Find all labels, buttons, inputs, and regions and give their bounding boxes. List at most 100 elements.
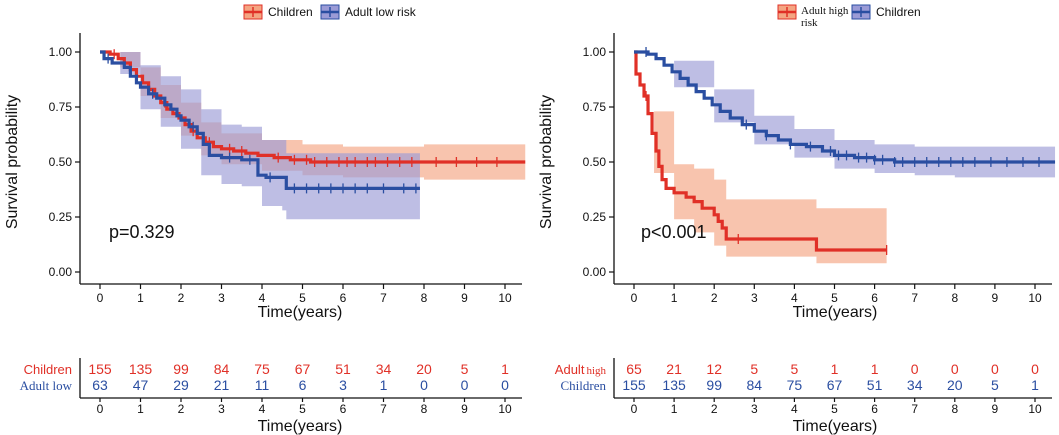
left-ylabel: Survival probability (4, 95, 21, 229)
right-risk-label-adult-suffix: high (586, 365, 606, 377)
x-tick-label: 7 (380, 291, 387, 305)
survival-curve-0 (634, 50, 887, 252)
risk-count: 0 (991, 361, 999, 377)
risk-x-tick-label: 7 (911, 402, 918, 416)
risk-count: 51 (867, 377, 883, 393)
risk-count: 0 (461, 377, 469, 393)
x-tick-label: 0 (631, 291, 638, 305)
risk-x-tick-label: 10 (498, 402, 512, 416)
risk-count: 65 (626, 361, 642, 377)
risk-count: 29 (173, 377, 189, 393)
left-xlabel: Time(years) (258, 304, 343, 321)
risk-count: 135 (129, 361, 153, 377)
right-risk-label-adult-main: Adult (555, 362, 585, 377)
y-tick-label: 1.00 (583, 45, 607, 59)
x-tick-label: 5 (831, 291, 838, 305)
risk-count: 1 (871, 361, 879, 377)
risk-x-tick-label: 6 (871, 402, 878, 416)
risk-count: 3 (339, 377, 347, 393)
risk-count: 99 (173, 361, 189, 377)
risk-count: 84 (214, 361, 230, 377)
axes: 0.00 0.25 0.50 0.75 1.00 0 1 2 3 4 5 6 7 8 9 10 (49, 33, 522, 305)
ci-band-1 (634, 52, 1056, 178)
risk-x-tick-label: 7 (380, 402, 387, 416)
risk-count: 67 (295, 361, 311, 377)
x-tick-label: 3 (218, 291, 225, 305)
y-tick-label: 0.75 (583, 100, 607, 114)
x-tick-label: 7 (911, 291, 918, 305)
right-risk-label-adult-high: Adult high (555, 362, 607, 377)
right-risk-label-children: Children (561, 378, 607, 393)
left-pvalue: p=0.329 (109, 222, 175, 242)
left-panel: Children Adult low risk 0.00 0.25 0.50 0.75… (4, 4, 526, 435)
risk-count: 51 (335, 361, 351, 377)
x-tick-label: 8 (421, 291, 428, 305)
y-tick-label: 0.75 (49, 100, 73, 114)
right-panel: Adult high risk Children 0.00 0.25 0.50 0.7… (538, 4, 1056, 435)
right-plot-area: 0.00 0.25 0.50 0.75 1.00 0 1 2 3 4 5 6 7 8 9 10 (583, 33, 1056, 305)
risk-count: 155 (622, 377, 646, 393)
x-tick-label: 1 (671, 291, 678, 305)
risk-x-tick-label: 1 (137, 402, 144, 416)
risk-count: 20 (947, 377, 963, 393)
risk-count: 21 (666, 361, 682, 377)
risk-count: 1 (1031, 377, 1039, 393)
risk-count: 5 (991, 377, 999, 393)
risk-count: 0 (911, 361, 919, 377)
right-xlabel: Time(years) (793, 304, 878, 321)
legend-label-adult-high-risk: Adult high risk (801, 5, 851, 29)
x-tick-label: 0 (97, 291, 104, 305)
axes: 0.00 0.25 0.50 0.75 1.00 0 1 2 3 4 5 6 7 8 9 10 (583, 33, 1052, 305)
y-tick-label: 0.00 (583, 265, 607, 279)
x-tick-label: 5 (299, 291, 306, 305)
ci-band-1 (100, 52, 420, 220)
risk-x-tick-label: 8 (951, 402, 958, 416)
risk-x-tick-label: 4 (791, 402, 798, 416)
risk-count: 5 (791, 361, 799, 377)
risk-x-tick-label: 3 (218, 402, 225, 416)
y-tick-label: 1.00 (49, 45, 73, 59)
risk-count: 11 (255, 377, 270, 393)
risk-count: 20 (416, 361, 432, 377)
risk-count: 135 (662, 377, 686, 393)
right-risk-xlabel: Time(years) (793, 418, 878, 435)
risk-x-tick-label: 5 (831, 402, 838, 416)
risk-x-tick-label: 0 (631, 402, 638, 416)
risk-count: 34 (907, 377, 923, 393)
risk-x-tick-label: 0 (97, 402, 104, 416)
risk-count: 75 (254, 361, 270, 377)
risk-count: 1 (380, 377, 388, 393)
risk-count: 21 (214, 377, 230, 393)
x-tick-label: 10 (498, 291, 512, 305)
risk-count: 75 (787, 377, 803, 393)
risk-count: 0 (1031, 361, 1039, 377)
ci-band-0 (634, 52, 887, 264)
risk-count: 34 (376, 361, 392, 377)
x-tick-label: 4 (259, 291, 266, 305)
legend-label-children: Children (268, 5, 313, 19)
risk-count: 12 (706, 361, 722, 377)
left-risk-label-children: Children (24, 362, 72, 377)
survival-curve-0 (100, 50, 526, 164)
risk-x-tick-label: 6 (340, 402, 347, 416)
risk-count: 84 (747, 377, 763, 393)
risk-count: 1 (831, 361, 839, 377)
x-tick-label: 1 (137, 291, 144, 305)
x-tick-label: 3 (751, 291, 758, 305)
risk-x-tick-label: 5 (299, 402, 306, 416)
risk-count: 99 (706, 377, 722, 393)
y-tick-label: 0.50 (583, 155, 607, 169)
y-tick-label: 0.25 (49, 210, 73, 224)
risk-count: 155 (88, 361, 112, 377)
risk-x-tick-label: 10 (1028, 402, 1042, 416)
x-tick-label: 6 (871, 291, 878, 305)
x-tick-label: 2 (178, 291, 185, 305)
y-tick-label: 0.00 (49, 265, 73, 279)
risk-count: 5 (750, 361, 758, 377)
x-tick-label: 9 (461, 291, 468, 305)
survival-curve-1 (634, 50, 1056, 164)
y-tick-label: 0.25 (583, 210, 607, 224)
left-risk-table: Children Adult low 155 135 99 84 75 67 51 34 20 5… (20, 358, 522, 416)
